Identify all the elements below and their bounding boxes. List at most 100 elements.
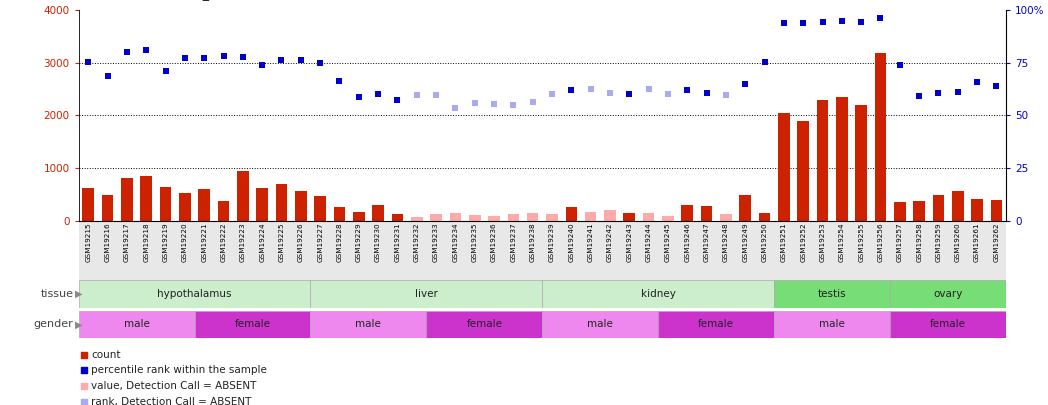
- Point: [814, 19, 831, 25]
- Bar: [198, 189, 210, 221]
- Bar: [546, 214, 558, 221]
- Bar: [890, 311, 1006, 338]
- Bar: [990, 200, 1002, 221]
- Text: hypothalamus: hypothalamus: [157, 289, 232, 299]
- Bar: [720, 214, 732, 221]
- Point: [370, 91, 387, 98]
- Point: [968, 79, 985, 85]
- Bar: [971, 198, 983, 221]
- Point: [679, 87, 696, 94]
- Text: male: male: [587, 320, 613, 329]
- Point: [949, 88, 966, 95]
- Bar: [314, 196, 326, 221]
- Bar: [122, 177, 133, 221]
- Text: female: female: [698, 320, 735, 329]
- Text: female: female: [466, 320, 502, 329]
- Text: testis: testis: [817, 289, 847, 299]
- Bar: [79, 280, 310, 308]
- Bar: [179, 193, 191, 221]
- Bar: [159, 187, 171, 221]
- Bar: [427, 311, 542, 338]
- Bar: [658, 311, 774, 338]
- Text: male: male: [820, 320, 845, 329]
- Point: [235, 54, 252, 60]
- Bar: [372, 205, 384, 221]
- Bar: [195, 311, 310, 338]
- Bar: [894, 202, 905, 221]
- Point: [698, 90, 715, 96]
- Bar: [585, 212, 596, 221]
- Point: [311, 60, 328, 66]
- Point: [466, 100, 483, 107]
- Bar: [740, 195, 751, 221]
- Bar: [624, 213, 635, 221]
- Bar: [875, 53, 887, 221]
- Point: [75, 352, 92, 358]
- Bar: [276, 184, 287, 221]
- Bar: [527, 213, 539, 221]
- Text: rank, Detection Call = ABSENT: rank, Detection Call = ABSENT: [91, 397, 252, 405]
- Bar: [353, 212, 365, 221]
- Point: [620, 91, 637, 98]
- Bar: [310, 280, 542, 308]
- Bar: [890, 280, 1006, 308]
- Bar: [542, 311, 658, 338]
- Point: [988, 83, 1005, 90]
- Point: [138, 46, 155, 53]
- Text: male: male: [355, 320, 381, 329]
- Text: ovary: ovary: [934, 289, 963, 299]
- Bar: [450, 213, 461, 221]
- Text: ▶: ▶: [75, 320, 83, 329]
- Bar: [836, 97, 848, 221]
- Bar: [681, 205, 693, 221]
- Text: percentile rank within the sample: percentile rank within the sample: [91, 365, 267, 375]
- Point: [544, 91, 561, 98]
- Point: [602, 90, 618, 96]
- Bar: [778, 113, 789, 221]
- Point: [196, 54, 213, 61]
- Bar: [566, 207, 577, 221]
- Text: ▶: ▶: [75, 289, 83, 299]
- Bar: [488, 216, 500, 221]
- Bar: [257, 188, 268, 221]
- Bar: [218, 201, 230, 221]
- Point: [757, 58, 773, 65]
- Point: [833, 17, 850, 24]
- Text: kidney: kidney: [640, 289, 676, 299]
- Point: [776, 20, 792, 26]
- Bar: [79, 311, 195, 338]
- Point: [524, 99, 541, 105]
- Point: [100, 72, 116, 79]
- Point: [447, 104, 464, 111]
- Bar: [855, 105, 867, 221]
- Bar: [662, 216, 674, 221]
- Point: [737, 81, 754, 87]
- Point: [930, 90, 946, 96]
- Point: [853, 19, 870, 25]
- Bar: [933, 196, 944, 221]
- Point: [583, 86, 599, 92]
- Bar: [140, 177, 152, 221]
- Point: [157, 67, 174, 74]
- Point: [505, 102, 522, 108]
- Point: [331, 78, 348, 85]
- Bar: [913, 201, 925, 221]
- Point: [428, 92, 444, 99]
- Point: [254, 62, 270, 68]
- Point: [292, 57, 309, 63]
- Text: male: male: [124, 320, 150, 329]
- Point: [75, 367, 92, 374]
- Bar: [798, 121, 809, 221]
- Point: [659, 91, 676, 98]
- Text: gender: gender: [34, 320, 73, 329]
- Bar: [294, 191, 307, 221]
- Point: [215, 53, 232, 60]
- Bar: [774, 311, 890, 338]
- Point: [892, 62, 909, 68]
- Bar: [468, 215, 480, 221]
- Text: female: female: [931, 320, 966, 329]
- Bar: [333, 207, 345, 221]
- Point: [75, 399, 92, 405]
- Bar: [542, 280, 774, 308]
- Bar: [759, 213, 770, 221]
